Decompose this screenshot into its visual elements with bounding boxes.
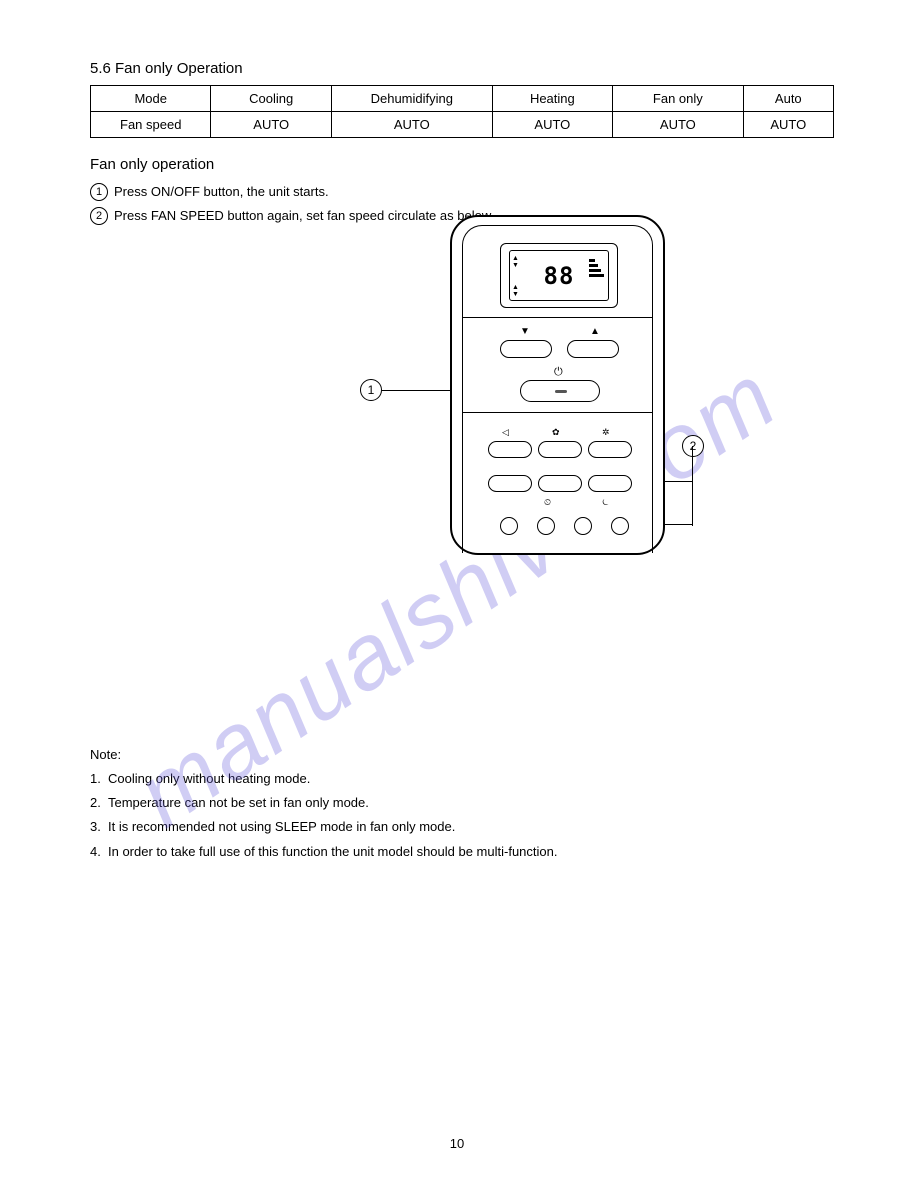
- step-number-1: 1: [90, 183, 108, 201]
- callout-2: 2: [682, 435, 704, 457]
- page-number: 10: [0, 1136, 914, 1151]
- lcd-digits: 88: [544, 262, 575, 290]
- remote-outline: ▲▼ ▲▼ 88 ▼ ▲ ⏻ ◁ ✿: [450, 215, 665, 555]
- td-dehum: AUTO: [331, 112, 492, 138]
- remote-divider-1: [462, 317, 653, 318]
- round-button-3[interactable]: [574, 517, 592, 535]
- fan-icon: ✲: [602, 427, 610, 438]
- table-row: Mode Cooling Dehumidifying Heating Fan o…: [91, 86, 834, 112]
- note-block: Note: 1. Cooling only without heating mo…: [90, 745, 834, 862]
- function-button-c[interactable]: [588, 475, 632, 492]
- page: manualshive.com 5.6 Fan only Operation M…: [0, 0, 914, 1191]
- callout-1: 1: [360, 379, 382, 401]
- remote-lcd-inner: ▲▼ ▲▼ 88: [509, 250, 609, 301]
- note-text-2: Temperature can not be set in fan only m…: [108, 793, 369, 813]
- power-button-slot-icon: [555, 390, 567, 393]
- temp-down-button[interactable]: [500, 340, 552, 358]
- mode-button[interactable]: [538, 441, 582, 458]
- note-num-3: 3.: [90, 817, 108, 837]
- remote-diagram: 1 2 ▲▼ ▲▼ 88: [430, 215, 690, 555]
- th-auto: Auto: [743, 86, 833, 112]
- td-cool: AUTO: [211, 112, 331, 138]
- section-title: 5.6 Fan only Operation: [90, 60, 834, 77]
- td-fanspeed-label: Fan speed: [91, 112, 211, 138]
- temp-up-button[interactable]: [567, 340, 619, 358]
- lcd-signal-bars-icon: [589, 259, 604, 279]
- function-button-a[interactable]: [488, 475, 532, 492]
- note-num-1: 1.: [90, 769, 108, 789]
- sleep-icon: ⏾: [602, 497, 609, 508]
- td-fan: AUTO: [613, 112, 744, 138]
- note-text-1: Cooling only without heating mode.: [108, 769, 310, 789]
- th-dehumidifying: Dehumidifying: [331, 86, 492, 112]
- round-button-1[interactable]: [500, 517, 518, 535]
- note-text-4: In order to take full use of this functi…: [108, 842, 557, 862]
- th-fanonly: Fan only: [613, 86, 744, 112]
- fan-speed-button[interactable]: [588, 441, 632, 458]
- note-item-1: 1. Cooling only without heating mode.: [90, 769, 834, 789]
- timer-icon: ⏲: [544, 497, 551, 508]
- remote-lcd: ▲▼ ▲▼ 88: [500, 243, 618, 308]
- remote-divider-2: [462, 412, 653, 413]
- instruction-1: 1 Press ON/OFF button, the unit starts.: [90, 183, 834, 201]
- note-item-3: 3. It is recommended not using SLEEP mod…: [90, 817, 834, 837]
- note-num-2: 2.: [90, 793, 108, 813]
- note-heading: Note:: [90, 745, 834, 765]
- modes-table: Mode Cooling Dehumidifying Heating Fan o…: [90, 85, 834, 138]
- lcd-arrow-icons-top: ▲▼: [512, 255, 519, 269]
- temp-down-icon: ▼: [520, 326, 530, 337]
- round-button-4[interactable]: [611, 517, 629, 535]
- power-icon: ⏻: [554, 366, 563, 379]
- temp-up-icon: ▲: [590, 326, 600, 337]
- td-heat: AUTO: [492, 112, 612, 138]
- th-cooling: Cooling: [211, 86, 331, 112]
- callout-line-2v: [692, 446, 693, 526]
- step-text-1: Press ON/OFF button, the unit starts.: [114, 183, 329, 201]
- function-button-b[interactable]: [538, 475, 582, 492]
- th-heating: Heating: [492, 86, 612, 112]
- td-auto: AUTO: [743, 112, 833, 138]
- note-item-4: 4. In order to take full use of this fun…: [90, 842, 834, 862]
- note-text-3: It is recommended not using SLEEP mode i…: [108, 817, 455, 837]
- step-number-2: 2: [90, 207, 108, 225]
- subheading: Fan only operation: [90, 156, 834, 173]
- round-button-2[interactable]: [537, 517, 555, 535]
- note-item-2: 2. Temperature can not be set in fan onl…: [90, 793, 834, 813]
- lcd-arrow-icons-bottom: ▲▼: [512, 284, 519, 298]
- power-button[interactable]: [520, 380, 600, 402]
- mode-icon: ✿: [552, 427, 560, 438]
- swing-icon: ◁: [502, 427, 509, 438]
- th-mode: Mode: [91, 86, 211, 112]
- swing-button[interactable]: [488, 441, 532, 458]
- note-num-4: 4.: [90, 842, 108, 862]
- table-row: Fan speed AUTO AUTO AUTO AUTO AUTO: [91, 112, 834, 138]
